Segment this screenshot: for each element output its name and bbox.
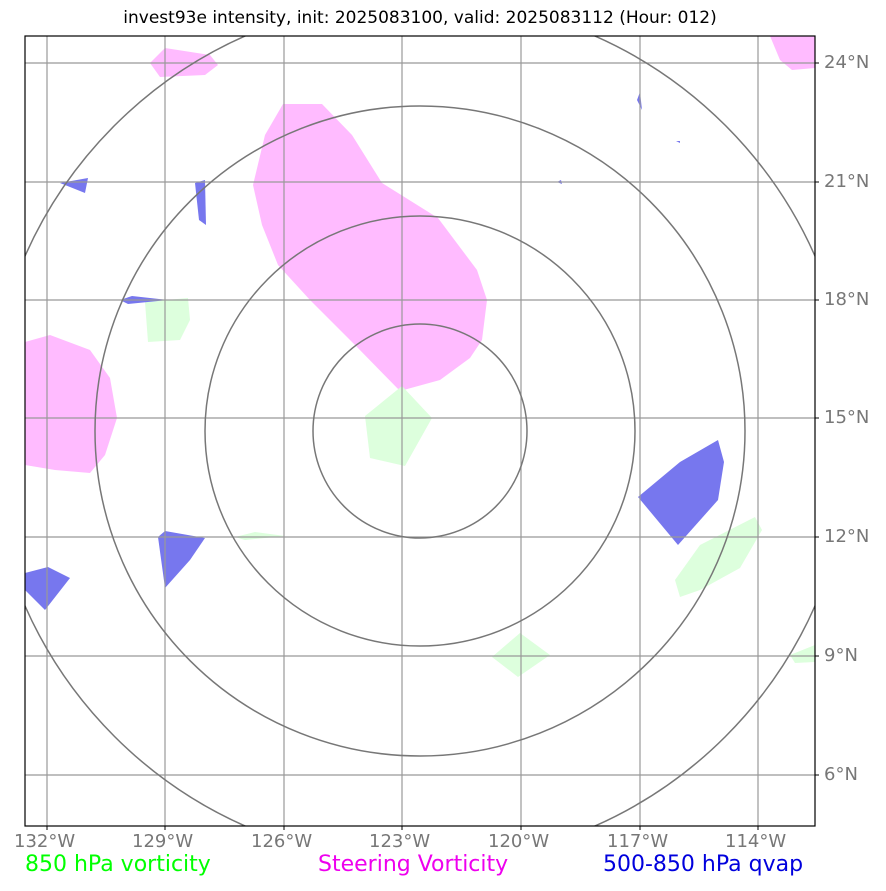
legend-850-hpa-vorticity: 850 hPa vorticity (25, 852, 211, 877)
lat-label-6n: 6°N (824, 764, 858, 785)
lat-label-12n: 12°N (824, 526, 870, 547)
lat-label-18n: 18°N (824, 289, 870, 310)
legend-steering-vorticity: Steering Vorticity (318, 852, 509, 877)
lon-label-129w: 129°W (132, 831, 194, 852)
lon-label-120w: 120°W (488, 831, 550, 852)
lon-label-126w: 126°W (251, 831, 313, 852)
plot-frame (24, 35, 816, 827)
map-title: invest93e intensity, init: 2025083100, v… (123, 8, 717, 28)
legend-qvap: 500-850 hPa qvap (603, 852, 804, 877)
lon-label-114w: 114°W (725, 831, 787, 852)
lat-lon-grid (25, 36, 815, 826)
lon-label-123w: 123°W (369, 831, 431, 852)
axis-ticks (46, 62, 819, 830)
plot-area (25, 36, 815, 826)
lat-label-24n: 24°N (824, 52, 870, 73)
steering-vorticity-fill (25, 36, 815, 473)
lat-label-9n: 9°N (824, 645, 858, 666)
lat-label-15n: 15°N (824, 407, 870, 428)
lon-label-117w: 117°W (607, 831, 669, 852)
lat-label-21n: 21°N (824, 171, 870, 192)
range-rings (25, 36, 815, 826)
lon-label-132w: 132°W (14, 831, 76, 852)
